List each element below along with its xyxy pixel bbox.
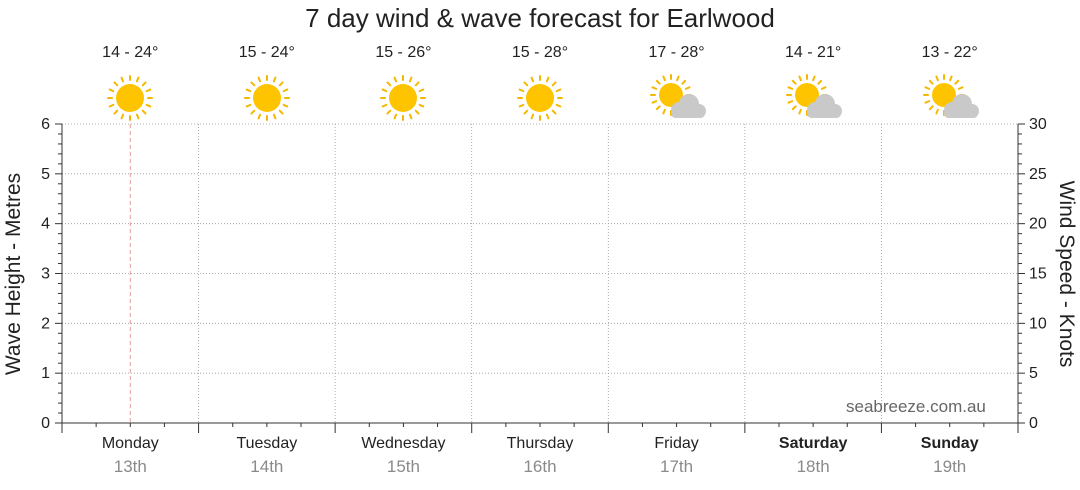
y-tick-label-right: 20	[1029, 216, 1047, 233]
day-name-label: Saturday	[778, 435, 848, 452]
day-name-label: Tuesday	[236, 435, 298, 452]
y-axis-label-left: Wave Height - Metres	[2, 172, 25, 376]
day-date-label: 17th	[660, 457, 694, 476]
partly-cloudy-icon	[783, 73, 843, 127]
day-name-label: Thursday	[506, 435, 574, 452]
day-temperature: 14 - 24°	[102, 44, 159, 61]
sun-icon	[510, 73, 570, 127]
day-date-label: 14th	[250, 457, 284, 476]
y-axis-label-right: Wind Speed - Knots	[1055, 180, 1078, 368]
y-tick-label-right: 30	[1029, 116, 1047, 133]
chart-title: 7 day wind & wave forecast for Earlwood	[305, 3, 775, 33]
y-tick-label-left: 4	[41, 216, 50, 233]
partly-cloudy-icon	[647, 73, 707, 127]
partly-cloudy-icon	[920, 73, 980, 127]
y-tick-label-right: 5	[1029, 365, 1038, 382]
y-tick-label-left: 6	[41, 116, 50, 133]
y-tick-label-right: 0	[1029, 415, 1038, 432]
y-tick-label-left: 5	[41, 166, 50, 183]
day-date-label: 16th	[523, 457, 557, 476]
day-temperature: 14 - 21°	[785, 44, 842, 61]
day-temperature: 15 - 26°	[375, 44, 432, 61]
y-tick-label-right: 25	[1029, 166, 1047, 183]
sun-icon	[100, 73, 160, 127]
day-date-label: 13th	[113, 457, 147, 476]
day-name-label: Wednesday	[361, 435, 446, 452]
watermark: seabreeze.com.au	[846, 397, 986, 416]
day-temperature: 15 - 28°	[511, 44, 569, 61]
day-name-label: Monday	[101, 435, 159, 452]
day-date-label: 15th	[386, 457, 420, 476]
day-temperature: 13 - 22°	[921, 44, 978, 61]
y-tick-label-right: 15	[1029, 266, 1047, 283]
day-temperature: 15 - 24°	[238, 44, 295, 61]
y-tick-label-left: 0	[41, 415, 50, 432]
y-tick-label-left: 2	[41, 315, 50, 332]
day-name-label: Sunday	[920, 435, 979, 452]
y-tick-label-right: 10	[1029, 315, 1047, 332]
y-tick-label-left: 3	[41, 266, 50, 283]
sun-icon	[237, 73, 297, 127]
day-date-label: 18th	[796, 457, 830, 476]
y-tick-label-left: 1	[41, 365, 50, 382]
day-date-label: 19th	[933, 457, 967, 476]
day-name-label: Friday	[654, 435, 699, 452]
day-temperature: 17 - 28°	[648, 44, 705, 61]
sun-icon	[373, 73, 433, 127]
